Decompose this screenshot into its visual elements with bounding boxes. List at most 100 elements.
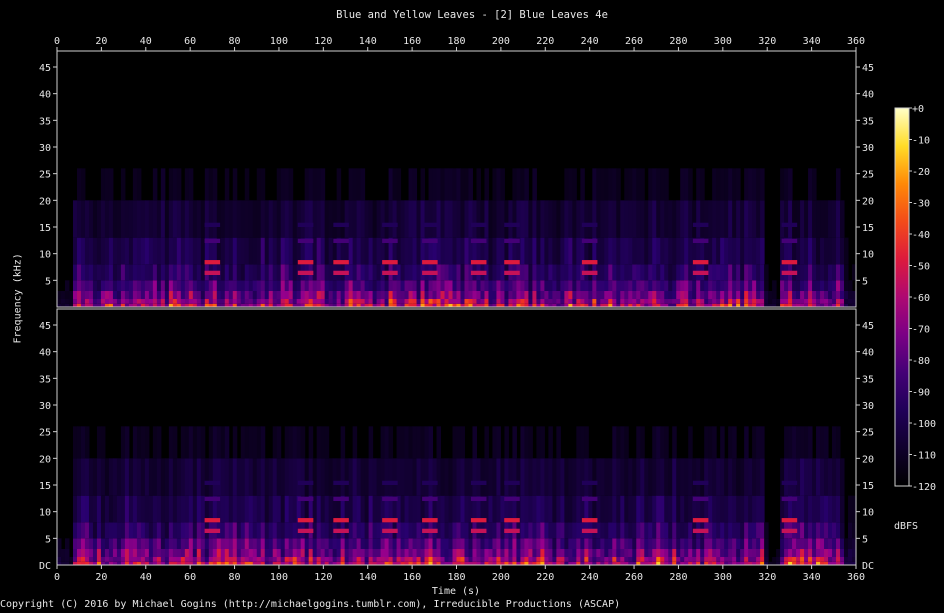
spectrum-cell (652, 522, 657, 539)
spectrum-cell (108, 495, 114, 523)
spectrum-cell (716, 291, 721, 299)
spectrum-cell (472, 561, 477, 565)
spectrum-cell (676, 264, 681, 281)
spectrum-cell (96, 426, 102, 459)
spectrum-cell (152, 291, 158, 299)
spectrum-cell (112, 280, 118, 291)
spectrum-cell (360, 522, 366, 539)
spectrum-cell (728, 303, 733, 307)
spectrum-cell (256, 426, 262, 459)
spectrum-cell (380, 458, 386, 496)
spectrum-cell (756, 237, 761, 265)
spectrum-cell (140, 538, 146, 549)
spectrum-cell (660, 280, 665, 291)
spectrum-cell (840, 495, 845, 523)
spectrum-cell (784, 299, 789, 304)
spectrum-cell (88, 561, 94, 565)
spectrum-cell (812, 561, 817, 565)
spectrum-cell (612, 280, 617, 291)
spectrum-cell (292, 280, 298, 291)
spectrum-cell (696, 549, 701, 557)
spectrum-cell (324, 561, 330, 565)
spectrum-cell (576, 291, 581, 299)
spectrum-cell (504, 237, 509, 265)
spectrum-cell (104, 538, 110, 549)
spectrum-cell (368, 426, 374, 459)
spectrum-cell (716, 522, 721, 539)
spectrum-cell (488, 458, 493, 496)
spectrum-cell (76, 495, 82, 523)
spectrum-cell (392, 237, 398, 265)
spectrum-cell (708, 561, 713, 565)
spectrum-cell (616, 561, 621, 565)
spectrum-cell (636, 522, 641, 539)
spectrum-cell (524, 291, 529, 299)
spectrum-cell (688, 264, 693, 281)
spectrum-cell (200, 200, 206, 238)
spectrum-cell (388, 426, 394, 459)
spectrum-cell (152, 303, 158, 307)
spectrum-cell (444, 538, 450, 549)
spectrum-cell (540, 549, 545, 557)
spectrum-cell (232, 495, 238, 523)
spectrum-cell (724, 299, 729, 304)
spectrum-cell (296, 458, 302, 496)
spectrum-cell (680, 200, 685, 238)
spectrum-cell (224, 549, 230, 557)
spectrum-cell (472, 280, 477, 291)
spectrum-cell (348, 561, 354, 565)
spectrum-cell (604, 291, 609, 299)
spectrum-cell (652, 549, 657, 557)
spectrum-cell (668, 549, 673, 557)
spectrum-cell (656, 549, 661, 557)
spectrum-cell (296, 303, 302, 307)
spectrum-cell (488, 280, 493, 291)
spectrum-cell (172, 299, 178, 304)
spectrum-cell (788, 538, 793, 549)
spectrum-cell (348, 303, 354, 307)
spectrum-cell (452, 495, 457, 523)
spectrum-cell (292, 561, 298, 565)
spectrum-cell (372, 291, 378, 299)
spectrum-cell (568, 237, 573, 265)
spectrum-cell (568, 264, 573, 281)
spectrum-cell (560, 303, 565, 307)
spectrum-cell (88, 264, 94, 281)
spectrum-cell (712, 200, 717, 238)
y-tick-label: 25 (39, 170, 51, 181)
spectrum-cell (484, 200, 489, 238)
spectrum-cell (536, 200, 541, 238)
spectrum-cell (552, 561, 557, 565)
spectrum-cell (356, 458, 362, 496)
spectrum-cell (176, 299, 182, 304)
spectrum-cell (328, 522, 334, 539)
spectrum-cell (196, 237, 202, 265)
spectrum-cell (156, 237, 162, 265)
spectrum-cell (404, 303, 410, 307)
spectrum-cell (244, 299, 250, 304)
spectrum-cell (364, 538, 370, 549)
spectrum-cell (752, 495, 757, 523)
spectrum-cell (424, 495, 430, 523)
note-burst (581, 270, 598, 275)
spectrum-cell (116, 299, 122, 304)
spectrum-cell (472, 426, 477, 459)
spectrum-cell (496, 237, 501, 265)
spectrum-cell (612, 458, 617, 496)
spectrum-cell (384, 557, 390, 562)
spectrum-cell (92, 495, 98, 523)
spectrum-cell (240, 303, 246, 307)
spectrum-cell (488, 264, 493, 281)
spectrum-cell (76, 561, 82, 565)
spectrum-cell (676, 458, 681, 496)
spectrum-cell (824, 522, 829, 539)
spectrum-cell (496, 557, 501, 562)
spectrum-cell (256, 522, 262, 539)
spectrum-cell (116, 522, 122, 539)
spectrum-cell (280, 561, 286, 565)
spectrum-cell (572, 458, 577, 496)
spectrum-cell (204, 168, 210, 201)
spectrum-cell (172, 200, 178, 238)
spectrum-cell (284, 561, 290, 565)
spectrum-cell (364, 303, 370, 307)
